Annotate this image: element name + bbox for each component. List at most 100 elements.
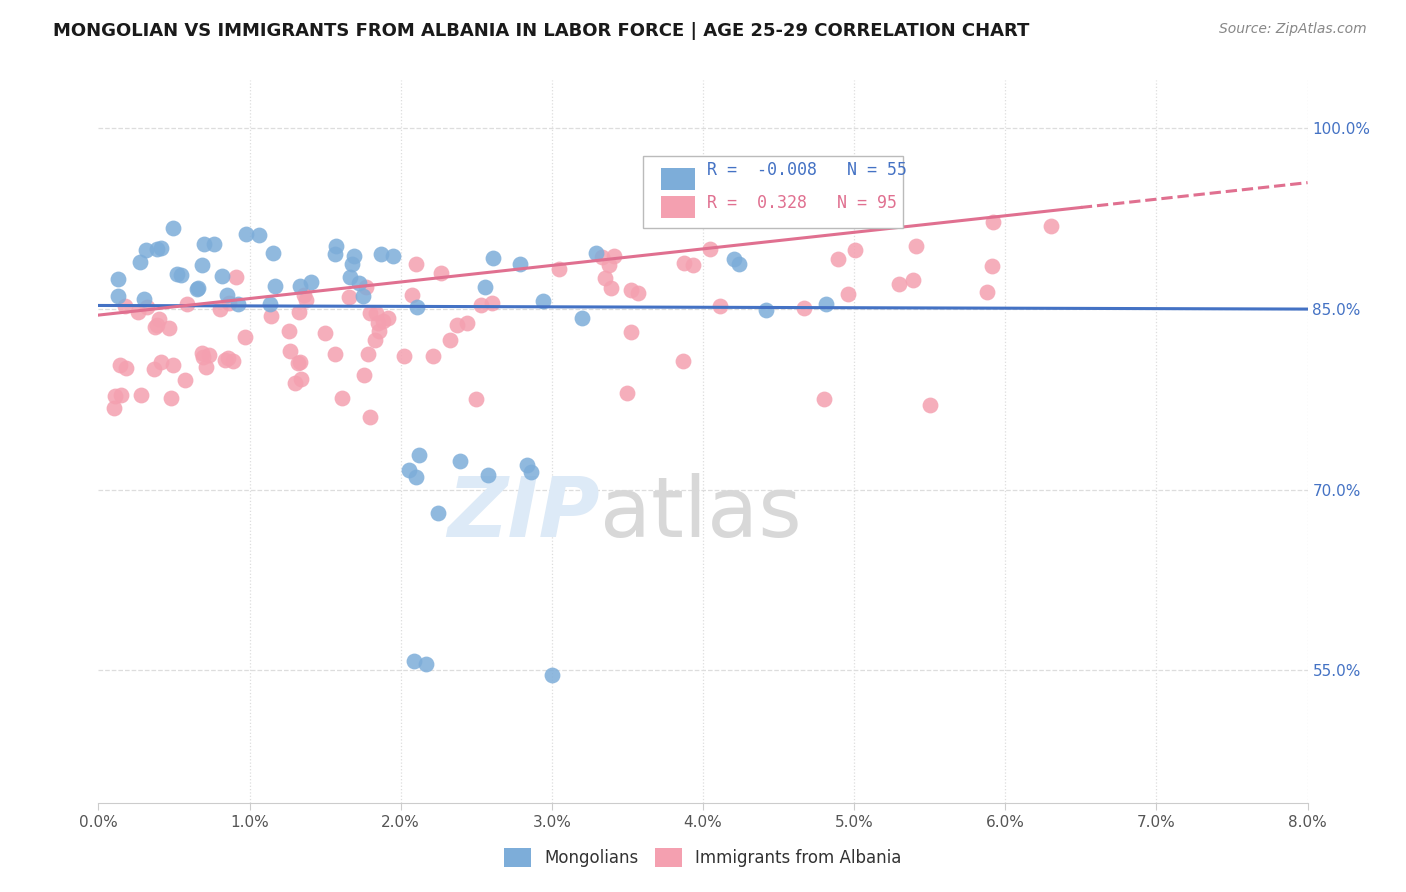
Point — [571, 311, 593, 326]
Point — [709, 299, 731, 313]
Point — [370, 247, 392, 261]
Legend: Mongolians, Immigrants from Albania: Mongolians, Immigrants from Albania — [498, 841, 908, 874]
Point — [404, 654, 426, 668]
Point — [146, 242, 169, 256]
Point — [699, 242, 721, 256]
Text: Source: ZipAtlas.com: Source: ZipAtlas.com — [1219, 22, 1367, 37]
Point — [339, 270, 361, 285]
Point — [222, 353, 245, 368]
Point — [217, 351, 239, 366]
Point — [905, 239, 928, 253]
Point — [408, 449, 430, 463]
Point — [218, 296, 240, 310]
Point — [516, 458, 538, 472]
Text: ZIP: ZIP — [447, 474, 600, 554]
Point — [343, 248, 366, 262]
Point — [103, 401, 125, 415]
Point — [190, 346, 212, 360]
Point — [247, 228, 270, 243]
Point — [353, 368, 375, 383]
Point — [160, 391, 183, 405]
Point — [918, 398, 941, 412]
FancyBboxPatch shape — [643, 156, 903, 228]
Point — [211, 268, 233, 283]
Point — [107, 272, 129, 286]
Point — [481, 296, 503, 310]
Point — [314, 326, 336, 341]
Point — [136, 300, 159, 314]
Point — [360, 410, 382, 425]
Point — [723, 252, 745, 266]
Point — [114, 300, 136, 314]
Text: R =  0.328   N = 95: R = 0.328 N = 95 — [707, 194, 897, 212]
Point — [364, 333, 387, 347]
Point — [148, 311, 170, 326]
Point — [595, 270, 617, 285]
Point — [191, 350, 214, 364]
Point — [107, 289, 129, 303]
Point — [422, 349, 444, 363]
Point — [174, 373, 197, 387]
Point — [193, 237, 215, 252]
Point — [127, 305, 149, 319]
Point — [170, 268, 193, 283]
Point — [235, 227, 257, 241]
Point — [110, 388, 132, 402]
Point — [259, 297, 281, 311]
Point — [202, 236, 225, 251]
Point — [129, 255, 152, 269]
Point — [672, 354, 695, 368]
Point — [887, 277, 910, 291]
Point — [149, 241, 172, 255]
Point — [340, 257, 363, 271]
Point — [439, 333, 461, 347]
Point — [290, 355, 312, 369]
Point — [844, 243, 866, 257]
Point — [426, 507, 449, 521]
Point — [284, 376, 307, 390]
Point — [149, 354, 172, 368]
Point — [176, 297, 198, 311]
Point — [157, 321, 180, 335]
Point — [430, 267, 453, 281]
Point — [325, 239, 347, 253]
Point — [263, 279, 285, 293]
Point — [541, 667, 564, 681]
Point — [146, 318, 169, 332]
Point — [187, 281, 209, 295]
Point — [620, 283, 643, 297]
Point — [382, 249, 405, 263]
Point — [262, 245, 284, 260]
Point — [474, 279, 496, 293]
Point — [166, 267, 188, 281]
Point — [287, 356, 309, 370]
Point — [292, 288, 315, 302]
Point — [976, 285, 998, 300]
Point — [215, 288, 238, 302]
Point — [294, 293, 316, 307]
Point — [827, 252, 849, 266]
Point — [208, 302, 231, 317]
Point — [186, 282, 208, 296]
Point — [352, 289, 374, 303]
Point — [842, 157, 865, 171]
Point — [585, 246, 607, 260]
Point — [405, 470, 427, 484]
Point — [449, 454, 471, 468]
Point — [620, 326, 643, 340]
Point — [602, 250, 624, 264]
Point — [728, 256, 751, 270]
Point — [672, 255, 695, 269]
Point — [548, 262, 571, 277]
Point — [214, 352, 236, 367]
FancyBboxPatch shape — [661, 196, 695, 218]
Text: MONGOLIAN VS IMMIGRANTS FROM ALBANIA IN LABOR FORCE | AGE 25-29 CORRELATION CHAR: MONGOLIAN VS IMMIGRANTS FROM ALBANIA IN … — [53, 22, 1029, 40]
Point — [108, 358, 131, 372]
Point — [135, 243, 157, 257]
Point — [401, 288, 423, 302]
Text: R =  -0.008   N = 55: R = -0.008 N = 55 — [707, 161, 907, 179]
Point — [616, 386, 638, 401]
Point — [815, 296, 838, 310]
Point — [600, 281, 623, 295]
Point — [132, 292, 155, 306]
